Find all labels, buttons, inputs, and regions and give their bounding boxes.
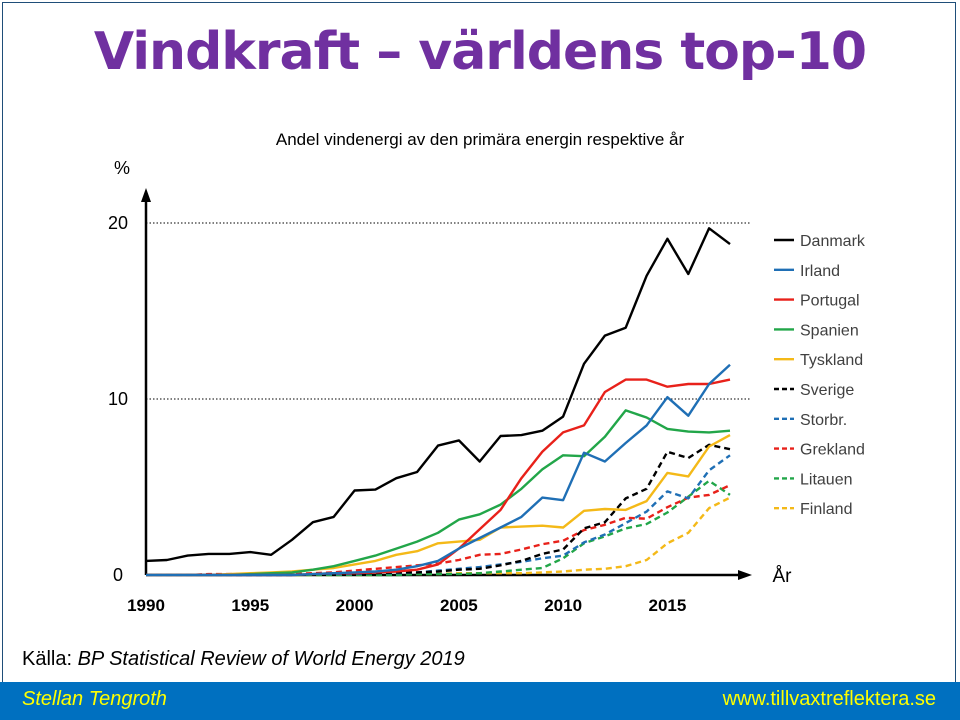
- source-note: Källa: BP Statistical Review of World En…: [22, 648, 465, 671]
- series-line-litauen: [146, 479, 731, 577]
- y-tick-label: 20: [108, 213, 128, 233]
- y-axis-label: %: [114, 158, 130, 178]
- series-line-spanien: [146, 409, 731, 577]
- tick-labels: 1990 1995 2000 2005 2010 2015 0 10 20: [108, 213, 686, 615]
- legend-label: Grekland: [800, 442, 865, 459]
- y-tick-label: 0: [113, 565, 123, 585]
- wind-share-line-chart: Andel vindenergi av den primära energin …: [108, 130, 866, 615]
- legend-label: Danmark: [800, 233, 866, 250]
- footer-bar: Stellan Tengroth www.tillvaxtreflektera.…: [0, 682, 960, 720]
- series-line-storbr: [146, 454, 731, 577]
- x-tick-label: 2000: [336, 596, 374, 615]
- website-link[interactable]: www.tillvaxtreflektera.se: [722, 688, 936, 710]
- chart-title: Andel vindenergi av den primära energin …: [276, 130, 685, 149]
- legend-label: Sverige: [800, 382, 854, 399]
- series-line-portugal: [146, 378, 731, 577]
- source-text: BP Statistical Review of World Energy 20…: [77, 648, 465, 670]
- grid-layer: [146, 222, 750, 400]
- x-tick-label: 1995: [231, 596, 269, 615]
- source-label: Källa:: [22, 648, 73, 670]
- x-axis-arrow: [738, 570, 752, 580]
- legend: Danmark Irland Portugal Spanien Tyskland Sver…: [774, 233, 866, 518]
- legend-label: Finland: [800, 501, 852, 518]
- x-tick-label: 1990: [127, 596, 165, 615]
- series-line-sverige: [146, 443, 731, 577]
- y-tick-label: 10: [108, 389, 128, 409]
- legend-label: Storbr.: [800, 412, 847, 429]
- author-name: Stellan Tengroth: [22, 688, 167, 710]
- slide-title: Vindkraft – världens top-10: [93, 22, 867, 82]
- legend-label: Irland: [800, 263, 840, 280]
- x-axis-label: År: [773, 566, 793, 587]
- series-line-danmark: [145, 227, 731, 563]
- legend-label: Spanien: [800, 322, 859, 339]
- series-line-irland: [146, 363, 731, 577]
- series-layer: [145, 227, 731, 577]
- x-tick-label: 2010: [544, 596, 582, 615]
- legend-label: Portugal: [800, 293, 860, 310]
- x-tick-label: 2005: [440, 596, 478, 615]
- legend-label: Tyskland: [800, 352, 863, 369]
- x-tick-label: 2015: [649, 596, 687, 615]
- legend-label: Litauen: [800, 471, 853, 488]
- y-axis-arrow: [141, 188, 151, 202]
